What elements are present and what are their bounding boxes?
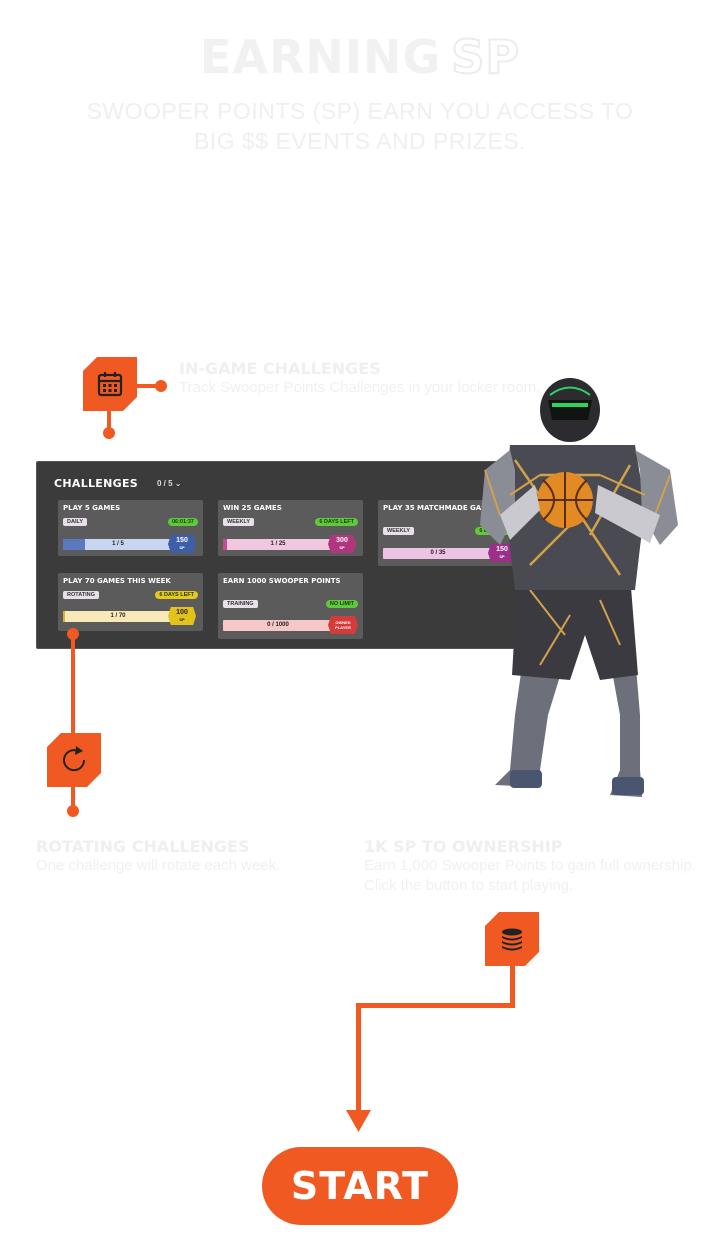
connector-line	[136, 384, 160, 388]
challenge-card[interactable]: EARN 1000 SWOOPER POINTS TRAINING NO LIM…	[218, 573, 363, 639]
connector-line	[71, 634, 75, 734]
challenge-title: EARN 1000 SWOOPER POINTS	[223, 577, 341, 585]
connector-line	[356, 1003, 361, 1113]
connector-dot	[67, 805, 79, 817]
progress-text: 0 / 1000	[267, 622, 289, 628]
challenge-time: 06:01:37	[167, 518, 198, 526]
coin-stack-icon	[485, 912, 539, 966]
challenge-card[interactable]: WIN 25 GAMES WEEKLY 6 DAYS LEFT 1 / 25 3…	[218, 500, 363, 556]
connector-line	[107, 410, 111, 432]
progress-fill	[63, 539, 85, 550]
connector-line	[71, 787, 75, 807]
progress-text: 1 / 70	[110, 613, 126, 619]
challenge-title: PLAY 5 GAMES	[63, 504, 121, 512]
page-title: EARNING SP	[0, 29, 720, 85]
connector-dot	[155, 380, 167, 392]
reward-badge: 150 SP	[488, 544, 516, 562]
connector-line	[356, 1003, 515, 1008]
progress-bar: 1 / 5	[63, 539, 173, 550]
progress-bar: 0 / 35	[383, 548, 493, 559]
refresh-icon	[47, 733, 101, 787]
reward-badge: 100 SP	[168, 607, 196, 625]
challenge-title: PLAY 70 GAMES THIS WEEK	[63, 577, 171, 585]
page-subtitle: SWOOPER POINTS (SP) EARN YOU ACCESS TO B…	[86, 98, 634, 154]
progress-bar: 1 / 25	[223, 539, 333, 550]
reward-badge: 300 SP	[328, 535, 356, 553]
ownership-desc: Earn 1,000 Swooper Points to gain full o…	[364, 857, 696, 894]
challenges-count[interactable]: 0 / 5 ⌄	[157, 479, 182, 488]
in-game-challenges-desc: Track Swooper Points Challenges in your …	[179, 379, 541, 396]
challenge-time: 6 DAYS LEFT	[155, 591, 198, 599]
challenge-title: WIN 25 GAMES	[223, 504, 282, 512]
progress-bar: 1 / 70	[63, 611, 173, 622]
rotating-challenges-title: ROTATING CHALLENGES	[36, 837, 250, 856]
progress-text: 1 / 25	[270, 541, 286, 547]
robot-player-illustration	[480, 378, 678, 797]
challenge-card[interactable]: PLAY 70 GAMES THIS WEEK ROTATING 6 DAYS …	[58, 573, 203, 631]
page-title-outline: SP	[450, 29, 521, 85]
arrow-down-icon	[346, 1110, 371, 1132]
progress-text: 0 / 35	[430, 550, 446, 556]
challenge-time: NO LIMIT	[325, 600, 358, 608]
reward-badge: 150 SP	[168, 535, 196, 553]
ownership-title: 1K SP TO OWNERSHIP	[364, 837, 563, 856]
challenges-panel: CHALLENGES 0 / 5 ⌄ PLAY 5 GAMES DAILY 06…	[36, 461, 556, 649]
challenges-title: CHALLENGES	[54, 477, 138, 490]
reward-badge: OWNED PLAYER	[328, 616, 358, 634]
connector-dot	[103, 427, 115, 439]
challenge-tag: ROTATING	[63, 591, 99, 599]
page-title-main: EARNING	[199, 30, 442, 84]
progress-bar: 0 / 1000	[223, 620, 333, 631]
calendar-icon	[83, 357, 137, 411]
challenge-tag: TRAINING	[223, 600, 258, 608]
in-game-challenges-title: IN-GAME CHALLENGES	[179, 359, 381, 378]
start-button[interactable]: START	[262, 1147, 458, 1225]
progress-text: 1 / 5	[112, 541, 124, 547]
rotating-challenges-desc: One challenge will rotate each week.	[36, 857, 281, 874]
challenge-tag: WEEKLY	[383, 527, 415, 535]
connector-line	[510, 966, 515, 1006]
challenge-tag: DAILY	[63, 518, 87, 526]
challenge-time: 6 DAYS LEFT	[315, 518, 358, 526]
progress-fill	[223, 539, 228, 550]
challenge-card[interactable]: PLAY 5 GAMES DAILY 06:01:37 1 / 5 150 SP	[58, 500, 203, 556]
challenge-tag: WEEKLY	[223, 518, 255, 526]
progress-fill	[63, 611, 66, 622]
challenge-title: PLAY 35 MATCHMADE GAMES	[383, 504, 498, 512]
